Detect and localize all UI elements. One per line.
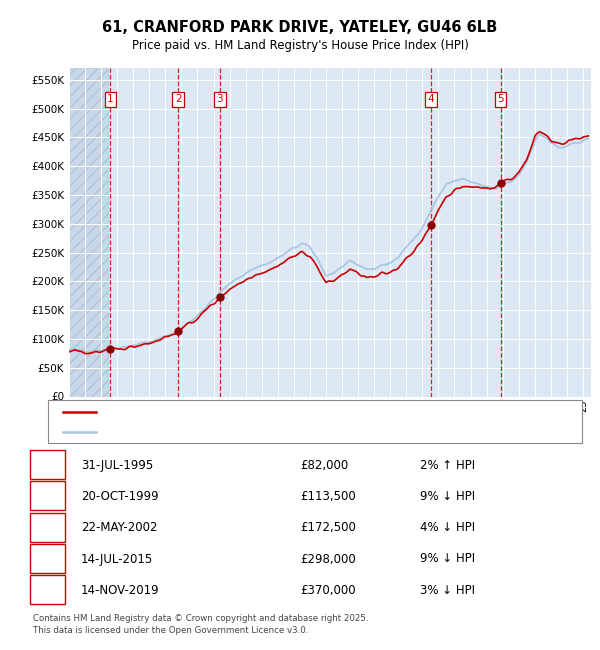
- Text: £82,000: £82,000: [300, 459, 348, 472]
- Text: 5: 5: [497, 94, 504, 105]
- Text: £113,500: £113,500: [300, 490, 356, 503]
- Text: HPI: Average price, semi-detached house, Hart: HPI: Average price, semi-detached house,…: [103, 426, 337, 437]
- Text: 2% ↑ HPI: 2% ↑ HPI: [420, 459, 475, 472]
- Text: 9% ↓ HPI: 9% ↓ HPI: [420, 490, 475, 503]
- Text: 9% ↓ HPI: 9% ↓ HPI: [420, 552, 475, 566]
- Text: 3: 3: [217, 94, 223, 105]
- Text: 14-JUL-2015: 14-JUL-2015: [81, 552, 153, 566]
- Text: 22-MAY-2002: 22-MAY-2002: [81, 521, 157, 534]
- Text: 3% ↓ HPI: 3% ↓ HPI: [420, 584, 475, 597]
- Bar: [69, 68, 107, 396]
- Text: 1: 1: [44, 459, 51, 472]
- Text: 4% ↓ HPI: 4% ↓ HPI: [420, 521, 475, 534]
- Text: 3: 3: [44, 521, 51, 534]
- Text: Price paid vs. HM Land Registry's House Price Index (HPI): Price paid vs. HM Land Registry's House …: [131, 39, 469, 52]
- Text: 4: 4: [428, 94, 434, 105]
- Text: 2: 2: [44, 490, 51, 503]
- Text: 61, CRANFORD PARK DRIVE, YATELEY, GU46 6LB: 61, CRANFORD PARK DRIVE, YATELEY, GU46 6…: [103, 20, 497, 35]
- Text: 4: 4: [44, 552, 51, 566]
- Text: 20-OCT-1999: 20-OCT-1999: [81, 490, 158, 503]
- Text: £298,000: £298,000: [300, 552, 356, 566]
- Text: £370,000: £370,000: [300, 584, 356, 597]
- Text: 61, CRANFORD PARK DRIVE, YATELEY, GU46 6LB (semi-detached house): 61, CRANFORD PARK DRIVE, YATELEY, GU46 6…: [103, 406, 463, 417]
- Text: Contains HM Land Registry data © Crown copyright and database right 2025.
This d: Contains HM Land Registry data © Crown c…: [33, 614, 368, 635]
- Text: 14-NOV-2019: 14-NOV-2019: [81, 584, 160, 597]
- Text: 1: 1: [107, 94, 114, 105]
- Text: 5: 5: [44, 584, 51, 597]
- Text: £172,500: £172,500: [300, 521, 356, 534]
- Text: 2: 2: [175, 94, 182, 105]
- Text: 31-JUL-1995: 31-JUL-1995: [81, 459, 153, 472]
